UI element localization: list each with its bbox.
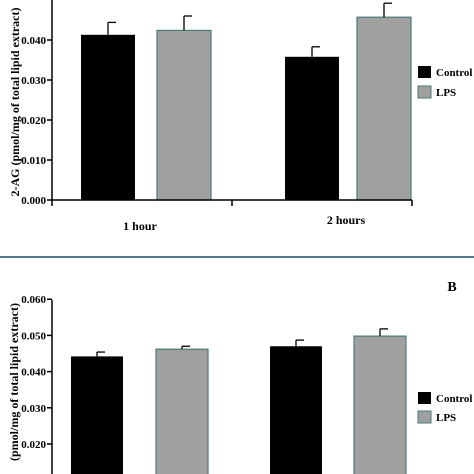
- panel-a-bar-lps-1: [156, 29, 212, 201]
- panel-b-label: B: [447, 280, 456, 295]
- panel-a-legend: Control LPS: [417, 66, 472, 99]
- panel-b-y-tick-label-4: 0.050: [21, 330, 46, 342]
- panel-b-bar-control-2: [270, 346, 322, 474]
- chart-panel-a: 2-AG (pmol/mg of total lipid extract) 1 …: [8, 0, 472, 233]
- panel-a-y-tick-label-4: 0.030: [21, 75, 46, 87]
- panel-b-bar-control-1: [71, 356, 123, 474]
- panel-a-legend-label-control: Control: [436, 67, 472, 79]
- panel-a-legend-swatch-lps: [417, 85, 432, 99]
- panel-b-y-tick-label-1: 0.020: [21, 439, 46, 451]
- panel-a-bar-control-1: [81, 34, 135, 200]
- panel-b-legend-swatch-lps: [417, 410, 432, 424]
- panel-a-y-tick-label-5: 0.040: [21, 35, 46, 47]
- panel-a-bar-lps-2: [356, 16, 412, 201]
- panel-a-y-axis-label: 2-AG (pmol/mg of total lipid extract): [8, 8, 22, 197]
- panel-a-legend-swatch-control: [418, 66, 431, 78]
- panel-b-bar-lps-2: [353, 335, 407, 474]
- panel-a-y-tick-label-1: 0.000: [21, 195, 46, 207]
- panel-a-bar-control-2: [285, 56, 339, 200]
- panel-b-bar-lps-1: [155, 348, 209, 474]
- panel-b-legend-label-lps: LPS: [436, 412, 456, 424]
- panel-b-y-tick-label-5: 0.060: [21, 294, 46, 306]
- panel-b-y-tick-label-3: 0.040: [21, 367, 46, 379]
- panel-a-y-tick-label-3: 0.020: [21, 115, 46, 127]
- panel-b-legend: Control LPS: [417, 392, 472, 424]
- chart-panel-b: B (pmol/mg of total lipid extract) Contr…: [7, 280, 472, 474]
- panel-a-y-tick-label-2: 0.010: [21, 155, 46, 167]
- panel-a-legend-label-lps: LPS: [436, 87, 456, 99]
- panel-b-legend-label-control: Control: [436, 393, 472, 405]
- panel-a-category-label-1: 1 hour: [123, 219, 157, 233]
- panel-b-y-axis-label: (pmol/mg of total lipid extract): [7, 303, 21, 461]
- panel-b-y-tick-label-2: 0.030: [21, 403, 46, 415]
- panel-a-category-label-2: 2 hours: [327, 213, 366, 227]
- panel-b-legend-swatch-control: [418, 392, 431, 404]
